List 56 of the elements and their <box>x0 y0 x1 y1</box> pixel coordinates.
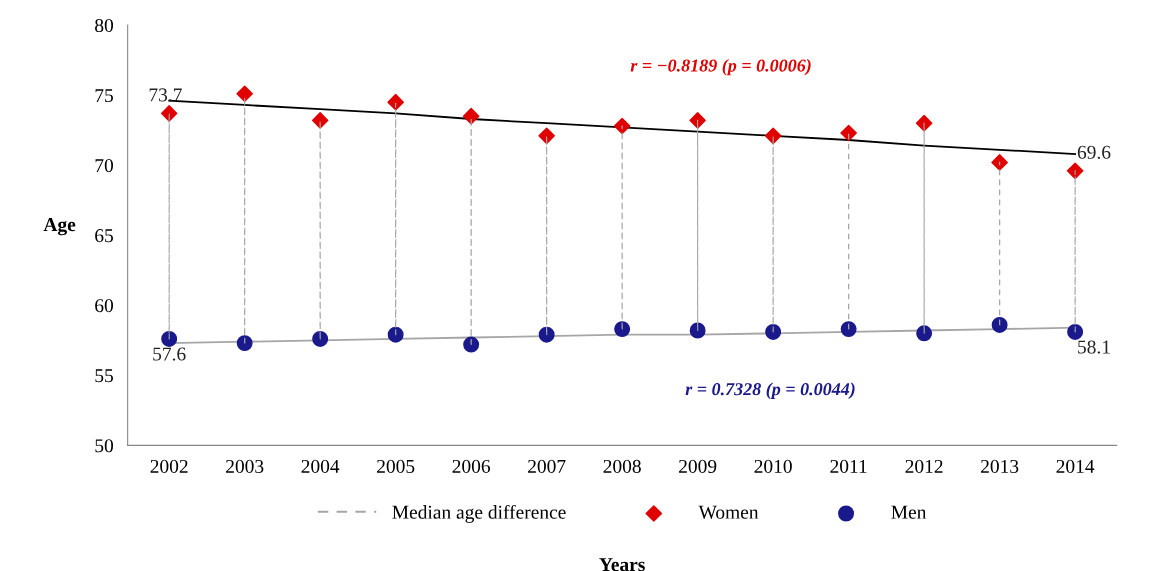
point <box>991 154 1008 171</box>
x-tick-label: 2004 <box>301 459 340 473</box>
data-label: 57.6 <box>153 347 186 361</box>
point <box>840 124 857 142</box>
point <box>689 322 706 339</box>
point <box>764 127 782 145</box>
legend-label: Women <box>698 505 759 519</box>
x-tick-label: 2005 <box>377 459 415 473</box>
point <box>236 85 253 103</box>
y-axis-title: Age <box>43 218 76 236</box>
annotation: r = 0.7328 (p = 0.0044) <box>685 382 855 399</box>
point <box>991 316 1008 333</box>
x-tick-label: 2008 <box>603 459 641 473</box>
y-tick-label: 55 <box>95 369 113 383</box>
x-tick-label: 2002 <box>150 459 188 473</box>
point <box>387 326 404 343</box>
y-tick-label: 65 <box>95 229 113 243</box>
data-label: 58.1 <box>1078 340 1110 354</box>
point <box>916 325 933 342</box>
data-label: 73.7 <box>149 88 182 102</box>
y-tick-label: 75 <box>95 89 113 103</box>
point <box>765 323 782 340</box>
point <box>1067 323 1084 340</box>
x-tick-label: 2010 <box>754 459 792 473</box>
x-tick-label: 2003 <box>226 459 264 473</box>
x-axis-title: Years <box>599 558 645 571</box>
point <box>160 105 178 122</box>
x-tick-label: 2009 <box>679 459 717 473</box>
point <box>915 114 933 132</box>
point <box>387 93 404 111</box>
y-tick-label: 50 <box>95 439 114 453</box>
legend-label: Men <box>891 505 927 519</box>
x-tick-label: 2007 <box>528 459 566 473</box>
point <box>538 326 555 343</box>
point <box>614 321 631 338</box>
y-tick-label: 80 <box>95 18 114 33</box>
x-tick-label: 2006 <box>452 459 491 473</box>
y-tick-label: 70 <box>95 159 114 173</box>
point <box>236 335 253 352</box>
data-label: 69.6 <box>1077 145 1111 159</box>
annotation: r = −0.8189 (p = 0.0006) <box>630 58 811 76</box>
x-tick-label: 2012 <box>905 459 943 473</box>
x-tick-label: 2011 <box>830 459 867 473</box>
point <box>311 112 329 129</box>
point <box>462 107 480 125</box>
point <box>689 112 706 129</box>
point <box>613 117 631 135</box>
point <box>840 321 857 338</box>
legend-label: Median age difference <box>392 504 566 523</box>
y-tick-label: 60 <box>95 299 114 313</box>
point <box>161 330 178 347</box>
x-tick-label: 2013 <box>981 459 1019 473</box>
point <box>538 127 555 145</box>
point <box>463 336 480 353</box>
point <box>312 330 329 347</box>
x-tick-label: 2014 <box>1056 459 1095 473</box>
